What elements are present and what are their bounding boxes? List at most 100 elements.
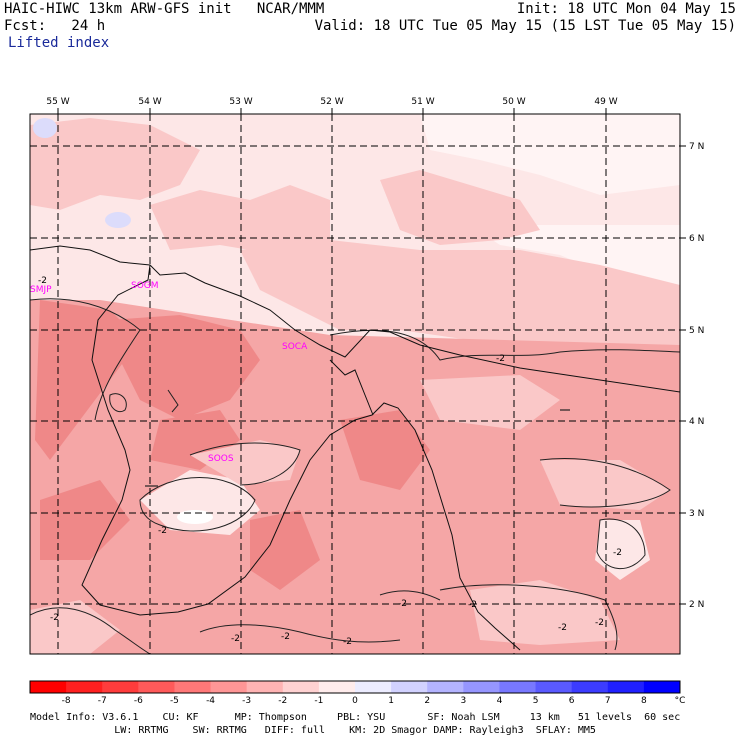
fill-mid-ne <box>380 170 540 245</box>
colorbar-tick-label: -3 <box>242 696 251 706</box>
colorbar-tick-label: 1 <box>388 696 394 706</box>
colorbar-cell <box>138 681 175 693</box>
fill-dark-s <box>250 510 320 590</box>
contour-line <box>596 518 646 570</box>
lat-label: 6 N <box>689 234 704 244</box>
colorbar-cell <box>30 681 67 693</box>
contour-line <box>379 590 441 601</box>
fill-white-pocket <box>177 510 213 524</box>
model-info-line1: Model Info: V3.6.1 CU: KF MP: Thompson P… <box>30 712 681 723</box>
lon-label: 52 W <box>320 97 343 107</box>
contour-label: -2 <box>496 354 505 364</box>
colorbar-cell <box>174 681 212 693</box>
fill-mid-s <box>470 580 620 645</box>
lon-label: 55 W <box>46 97 69 107</box>
coastline <box>30 245 680 393</box>
colorbar-tick-label: 6 <box>569 696 575 706</box>
colorbar-tick-label: -5 <box>170 696 179 706</box>
contour-label: -2 <box>38 276 47 286</box>
colorbar-tick-labels: -8 -7 -6 -5 -4 -3 -2 -1 0 1 2 3 4 5 6 7 8 <box>62 696 647 706</box>
colorbar-unit: °C <box>675 696 686 706</box>
station-label: SOGM <box>131 281 159 291</box>
model-info-line2: LW: RRTMG SW: RRTMG DIFF: full KM: 2D Sm… <box>30 725 596 736</box>
station-label: SOOS <box>208 454 234 464</box>
colorbar-tick-label: 7 <box>605 696 611 706</box>
colorbar-cell <box>318 681 356 693</box>
contour-label: -2 <box>398 599 407 609</box>
fill-dark-c1 <box>110 315 260 420</box>
lon-label: 49 W <box>594 97 617 107</box>
colorbar-tick-label: -7 <box>98 696 107 706</box>
contour-line <box>539 458 671 508</box>
contour-label: -2 <box>50 613 59 623</box>
colorbar-tick-label: 5 <box>533 696 539 706</box>
contour-line <box>329 329 680 361</box>
contour-label: -2 <box>281 632 290 642</box>
colorbar-tick-label: 8 <box>641 696 647 706</box>
contour-label: -2 <box>231 634 240 644</box>
model-title: HAIC-HIWC 13km ARW-GFS init NCAR/MMM <box>4 1 325 17</box>
contour-label: -2 <box>343 637 352 647</box>
lon-label: 53 W <box>229 97 252 107</box>
lat-label: 4 N <box>689 417 704 427</box>
colorbar-cell <box>607 681 645 693</box>
contour-label: -2 <box>158 526 167 536</box>
colorbar-cell <box>535 681 573 693</box>
colorbar-cell <box>102 681 139 693</box>
colorbar-cell <box>427 681 464 693</box>
valid-time: Valid: 18 UTC Tue 05 May 15 (15 LST Tue … <box>314 18 736 34</box>
station-label: SMJP <box>30 285 52 295</box>
contour-line <box>167 389 179 413</box>
colorbar-cell <box>463 681 500 693</box>
contour-line <box>439 584 618 651</box>
lat-label: 3 N <box>689 509 704 519</box>
colorbar-tick-label: -8 <box>62 696 71 706</box>
colorbar-frame <box>29 680 681 694</box>
colorbar-cell <box>66 681 103 693</box>
colorbar-tick-label: -2 <box>278 696 287 706</box>
fill-blue-2 <box>105 212 131 228</box>
fill-mid-pocket-e <box>420 375 560 430</box>
fill-blue-1 <box>33 118 57 138</box>
fill-mid-nw <box>30 118 200 210</box>
fill-mid-sw <box>30 600 120 654</box>
fill-light-pocket-se <box>595 520 650 580</box>
colorbar-cell <box>391 681 428 693</box>
fill-light-pocket <box>140 470 260 535</box>
station-label: SOCA <box>282 342 308 352</box>
contour-label: -2 <box>558 623 567 633</box>
contour-line <box>189 442 301 486</box>
forecast-hour: Fcst: 24 h <box>4 18 106 34</box>
lon-label: 50 W <box>502 97 525 107</box>
contour-line <box>139 477 256 532</box>
contour-line <box>30 607 151 654</box>
colorbar-tick-label: 3 <box>460 696 466 706</box>
contour-line <box>109 393 127 413</box>
colorbar-cell <box>246 681 284 693</box>
border-line <box>329 359 374 416</box>
contour-line <box>199 624 401 643</box>
colorbar-tick-label: -4 <box>206 696 215 706</box>
border-line <box>81 264 521 651</box>
colorbar-cell <box>282 681 320 693</box>
map-fill <box>30 114 680 654</box>
fill-mid-pocket <box>190 440 300 485</box>
colorbar-cell <box>571 681 609 693</box>
lat-label: 2 N <box>689 600 704 610</box>
graticule <box>30 114 680 654</box>
colorbar-cell <box>210 681 248 693</box>
fill-dark-w <box>35 300 140 460</box>
contour-label: -2 <box>595 618 604 628</box>
colorbar-tick-label: -1 <box>314 696 323 706</box>
contour-label: -2 <box>613 548 622 558</box>
fill-whitish <box>420 114 680 195</box>
map-frame <box>29 113 681 655</box>
fill-dark-e <box>340 410 430 490</box>
colorbar-tick-label: -6 <box>134 696 143 706</box>
colorbar-tick-label: 4 <box>497 696 503 706</box>
field-name: Lifted index <box>8 35 110 51</box>
lat-label: 5 N <box>689 326 704 336</box>
colorbar-cell <box>355 681 392 693</box>
init-time: Init: 18 UTC Mon 04 May 15 <box>516 1 736 17</box>
